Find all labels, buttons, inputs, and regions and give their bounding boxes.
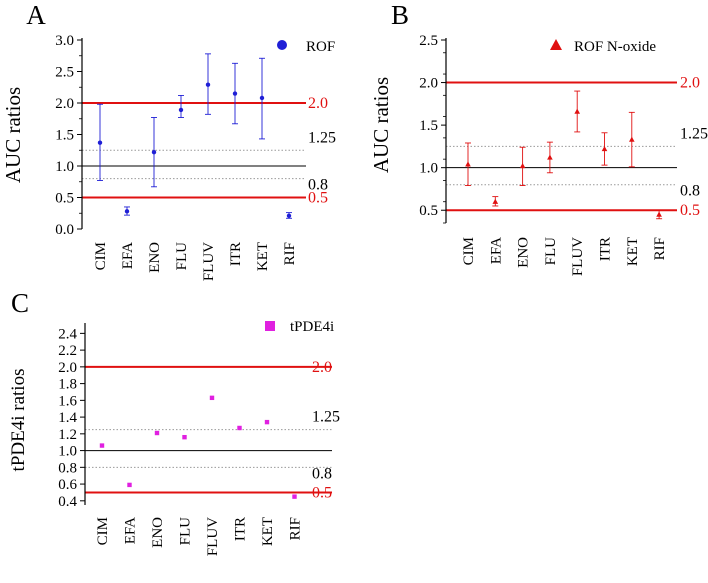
- data-point-flu: [178, 107, 184, 113]
- x-tick-label-cim: CIM: [461, 237, 477, 265]
- data-point-eno: [154, 430, 160, 436]
- x-tick-label-flu: FLU: [178, 517, 194, 546]
- x-tick-label-eno: ENO: [147, 242, 163, 273]
- legend-label: ROF N-oxide: [574, 39, 656, 55]
- data-point-flu: [547, 154, 553, 160]
- data-point-ket: [264, 419, 270, 425]
- y-tick-label: 2.0: [55, 96, 74, 112]
- data-point-fluv: [209, 395, 215, 401]
- y-tick-label: 0.0: [55, 222, 74, 238]
- panel-b: B AUC ratios 2.0 1.25 0.8 0.5 0.5 1.0 1.5 2.0 2.5 C…: [369, 0, 708, 276]
- x-tick-label-eno: ENO: [150, 517, 166, 548]
- data-point-fluv: [205, 82, 211, 87]
- data-point-fluv: [574, 108, 580, 114]
- data-point-cim: [97, 140, 103, 145]
- data-point-efa: [124, 209, 130, 214]
- x-tick-label-itr: ITR: [228, 242, 244, 266]
- y-tick-label: 0.6: [58, 477, 77, 493]
- data-point-flu: [182, 434, 187, 440]
- reference-label-1.25: 1.25: [308, 129, 336, 146]
- x-tick-label-ket: KET: [625, 237, 641, 266]
- reference-label-2.0: 2.0: [312, 359, 332, 376]
- panel-letter: B: [391, 0, 409, 30]
- y-tick-label: 2.0: [58, 360, 77, 376]
- y-tick-label: 1.0: [58, 444, 77, 460]
- y-tick-label: 1.6: [58, 393, 77, 409]
- x-tick-label-rif: RIF: [282, 242, 298, 265]
- data-point-rif: [292, 494, 297, 499]
- y-tick-label: 1.0: [419, 161, 438, 177]
- y-tick-label: 2.2: [58, 343, 77, 359]
- x-tick-label-efa: EFA: [120, 242, 136, 269]
- panel-letter: A: [26, 0, 46, 30]
- data-point-ket: [629, 136, 635, 142]
- y-tick-label: 1.0: [55, 159, 74, 175]
- y-tick-label: 1.8: [58, 377, 77, 393]
- x-tick-label-flu: FLU: [543, 237, 559, 266]
- reference-label-2.0: 2.0: [308, 95, 328, 112]
- reference-label-2.0: 2.0: [680, 75, 700, 92]
- reference-label-0.8: 0.8: [680, 183, 700, 200]
- legend-marker-triangle: [550, 39, 562, 50]
- data-point-efa: [492, 198, 499, 204]
- data-point-eno: [151, 149, 157, 155]
- data-point-rif: [286, 213, 292, 218]
- x-tick-label-ket: KET: [260, 517, 276, 546]
- x-tick-label-cim: CIM: [93, 242, 109, 270]
- y-axis-label: tPDE4i ratios: [8, 369, 29, 472]
- x-tick-label-efa: EFA: [488, 237, 504, 264]
- x-tick-label-flu: FLU: [174, 242, 190, 271]
- y-tick-label: 2.5: [419, 33, 438, 49]
- x-tick-label-efa: EFA: [123, 517, 139, 544]
- reference-label-0.5: 0.5: [312, 484, 332, 501]
- data-point-cim: [465, 161, 471, 167]
- y-tick-label: 2.0: [419, 76, 438, 92]
- y-tick-label: 2.5: [55, 65, 74, 81]
- reference-label-0.5: 0.5: [308, 190, 328, 207]
- y-tick-label: 0.5: [419, 203, 438, 219]
- reference-label-0.8: 0.8: [308, 177, 328, 194]
- x-tick-label-fluv: FLUV: [205, 517, 221, 556]
- y-tick-label: 1.4: [58, 410, 77, 426]
- legend-label: ROF: [306, 39, 335, 55]
- reference-label-1.25: 1.25: [680, 125, 708, 142]
- data-point-rif: [656, 211, 662, 217]
- y-tick-label: 2.4: [58, 326, 77, 342]
- x-tick-label-itr: ITR: [233, 517, 249, 541]
- x-tick-label-fluv: FLUV: [570, 237, 586, 276]
- y-axis-label: AUC ratios: [369, 77, 393, 173]
- data-point-cim: [99, 443, 105, 448]
- data-point-efa: [127, 482, 132, 488]
- y-tick-label: 0.8: [58, 460, 77, 476]
- legend-label: tPDE4i: [290, 319, 334, 335]
- y-tick-label: 1.5: [55, 128, 74, 144]
- data-point-ket: [259, 95, 265, 101]
- legend-marker-circle: [277, 40, 287, 50]
- reference-label-0.8: 0.8: [312, 465, 332, 482]
- x-tick-label-rif: RIF: [288, 517, 304, 540]
- data-point-itr: [237, 425, 242, 431]
- x-tick-label-eno: ENO: [516, 237, 532, 268]
- panel-letter: C: [11, 288, 29, 318]
- data-point-eno: [519, 162, 526, 169]
- y-tick-label: 1.5: [419, 118, 438, 134]
- y-tick-label: 0.4: [58, 494, 77, 510]
- data-point-itr: [232, 91, 238, 96]
- x-tick-label-itr: ITR: [598, 237, 614, 261]
- legend-marker-square: [265, 321, 275, 331]
- y-axis-label: AUC ratios: [1, 87, 25, 183]
- reference-label-0.5: 0.5: [680, 202, 700, 219]
- y-tick-label: 3.0: [55, 33, 74, 49]
- y-tick-label: 0.5: [55, 191, 74, 207]
- reference-label-1.25: 1.25: [312, 409, 340, 426]
- x-tick-label-cim: CIM: [95, 517, 111, 545]
- y-tick-label: 1.2: [58, 427, 77, 443]
- x-tick-label-rif: RIF: [652, 237, 668, 260]
- data-point-itr: [601, 145, 608, 152]
- x-tick-label-ket: KET: [255, 242, 271, 271]
- x-tick-label-fluv: FLUV: [201, 242, 217, 281]
